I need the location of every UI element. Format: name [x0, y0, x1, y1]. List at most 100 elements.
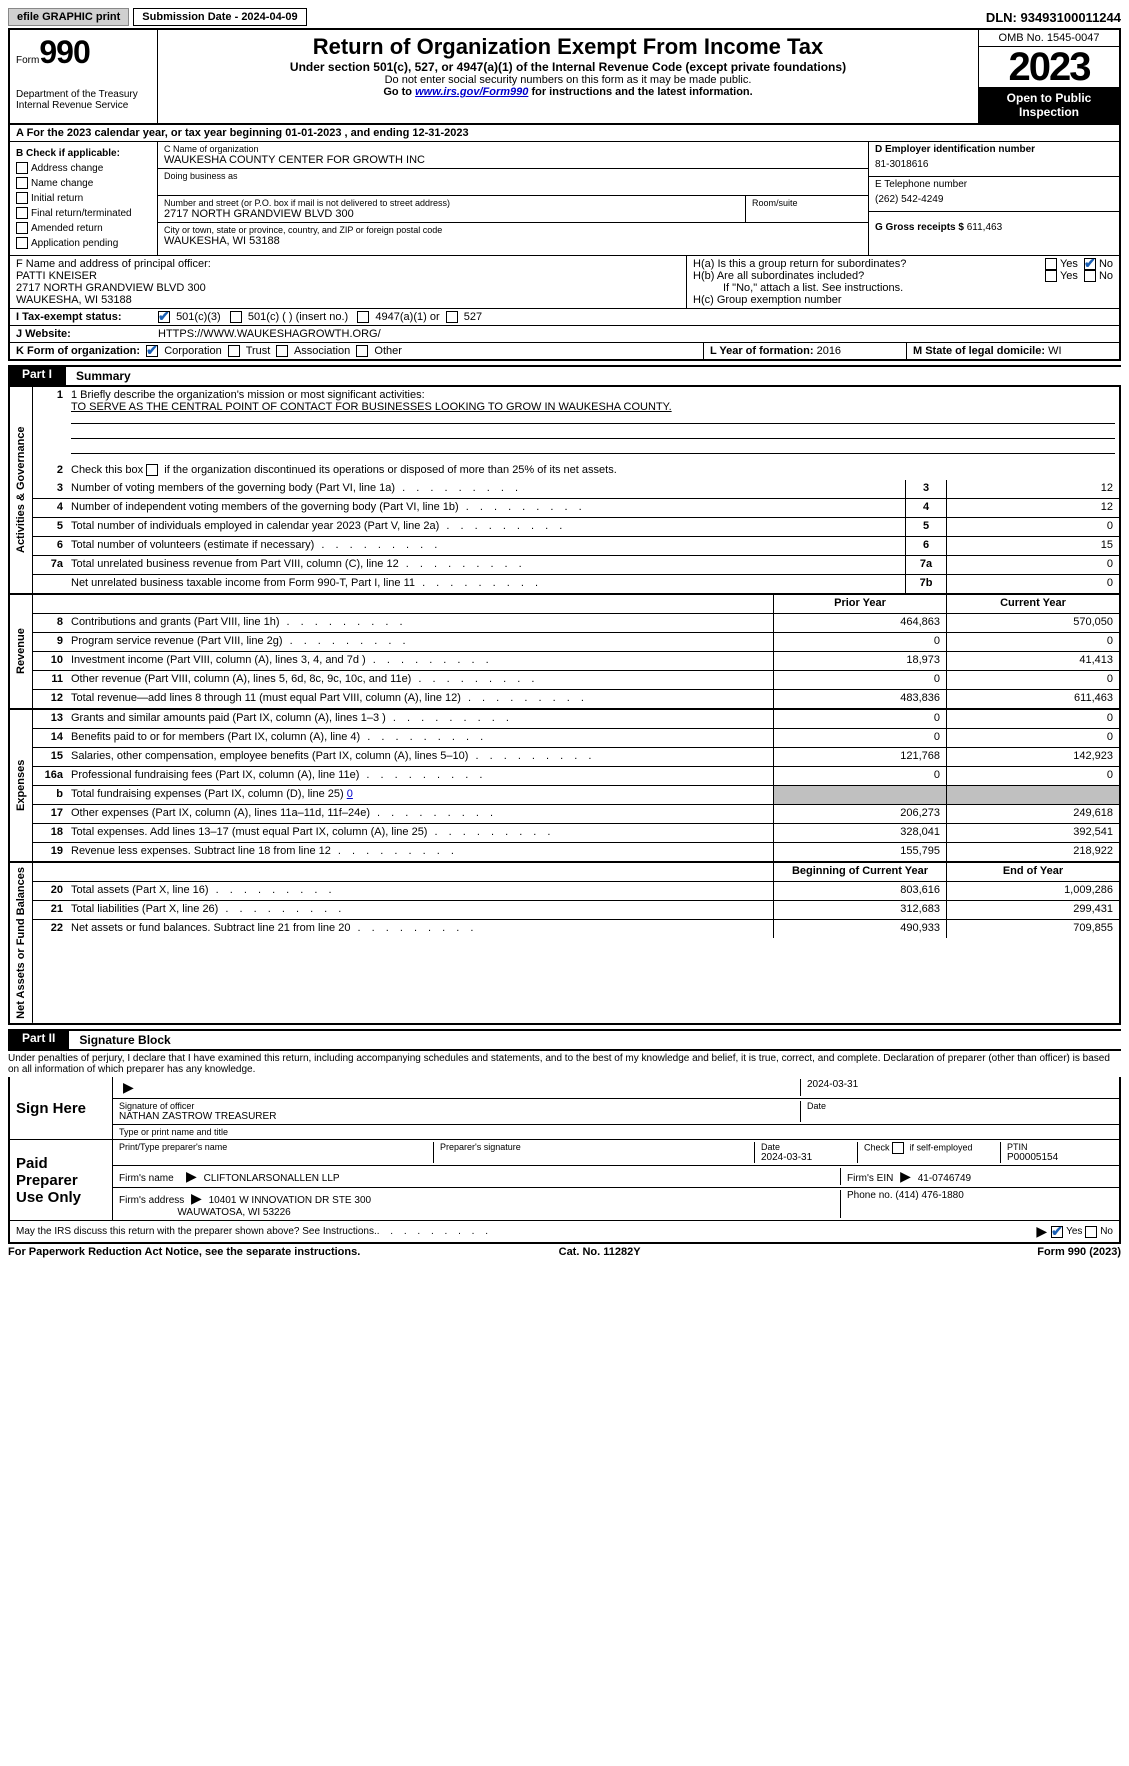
firm-addr2: WAUWATOSA, WI 53226: [177, 1207, 290, 1218]
table-row: 10Investment income (Part VIII, column (…: [33, 652, 1119, 671]
chk-application-pending[interactable]: [16, 237, 28, 249]
chk-assoc[interactable]: [276, 345, 288, 357]
chk-ha-no[interactable]: [1084, 258, 1096, 270]
arrow-icon: ▶: [191, 1190, 202, 1206]
footer-right-post: (2023): [1086, 1246, 1121, 1258]
chk-501c3[interactable]: [158, 311, 170, 323]
opt-4947: 4947(a)(1) or: [375, 311, 439, 323]
lbl-dba: Doing business as: [164, 171, 862, 181]
lbl-website: J Website:: [10, 326, 152, 342]
chk-discuss-yes[interactable]: [1051, 1226, 1063, 1238]
officer-addr2: WAUKESHA, WI 53188: [16, 294, 680, 306]
chk-4947[interactable]: [357, 311, 369, 323]
part-1-title: Summary: [66, 365, 1121, 387]
signature-block: Sign Here ▶ 2024-03-31 Signature of offi…: [8, 1077, 1121, 1244]
arrow-icon: ▶: [900, 1168, 911, 1184]
date-top: 2024-03-31: [807, 1079, 858, 1090]
col-end-year: End of Year: [946, 863, 1119, 881]
opt-assoc: Association: [294, 345, 350, 357]
street-address: 2717 NORTH GRANDVIEW BLVD 300: [164, 208, 739, 220]
discuss-question: May the IRS discuss this return with the…: [16, 1226, 377, 1237]
lbl-date: Date: [807, 1101, 1107, 1111]
footer-mid: Cat. No. 11282Y: [559, 1246, 641, 1258]
net-assets-section: Net Assets or Fund Balances Beginning of…: [8, 863, 1121, 1025]
efile-print-button[interactable]: efile GRAPHIC print: [8, 8, 129, 26]
org-name: WAUKESHA COUNTY CENTER FOR GROWTH INC: [164, 154, 862, 166]
chk-discuss-no[interactable]: [1085, 1226, 1097, 1238]
ptin-value: P00005154: [1007, 1152, 1107, 1163]
lbl-officer-sig: Signature of officer: [119, 1101, 794, 1111]
lbl-no: No: [1099, 258, 1113, 270]
lbl-city: City or town, state or province, country…: [164, 225, 862, 235]
irs-link[interactable]: www.irs.gov/Form990: [415, 86, 528, 98]
summary-table: Activities & Governance 1 1 Briefly desc…: [8, 387, 1121, 595]
lbl-application-pending: Application pending: [31, 238, 118, 249]
chk-527[interactable]: [446, 311, 458, 323]
table-row: 5Total number of individuals employed in…: [33, 518, 1119, 537]
col-current-year: Current Year: [946, 595, 1119, 613]
table-row: 18Total expenses. Add lines 13–17 (must …: [33, 824, 1119, 843]
chk-hb-yes[interactable]: [1045, 270, 1057, 282]
table-row: 20Total assets (Part X, line 16)803,6161…: [33, 882, 1119, 901]
form-subtitle: Under section 501(c), 527, or 4947(a)(1)…: [164, 60, 972, 74]
table-row: 8Contributions and grants (Part VIII, li…: [33, 614, 1119, 633]
chk-address-change[interactable]: [16, 162, 28, 174]
table-row: Net unrelated business taxable income fr…: [33, 575, 1119, 593]
part-2-header: Part II Signature Block: [8, 1029, 1121, 1051]
ein-value: 81-3018616: [875, 155, 1113, 174]
lbl-ein: D Employer identification number: [875, 144, 1113, 155]
opt-501c: 501(c) ( ) (insert no.): [248, 311, 348, 323]
prep-date: 2024-03-31: [761, 1152, 851, 1163]
lbl-street: Number and street (or P.O. box if mail i…: [164, 198, 739, 208]
lbl-self-emp: Check: [864, 1142, 892, 1152]
officer-group-info: F Name and address of principal officer:…: [8, 255, 1121, 308]
chk-name-change[interactable]: [16, 177, 28, 189]
perjury-statement: Under penalties of perjury, I declare th…: [8, 1051, 1121, 1077]
vlabel-expenses: Expenses: [10, 710, 33, 861]
ssn-note: Do not enter social security numbers on …: [164, 74, 972, 86]
chk-501c[interactable]: [230, 311, 242, 323]
lbl-self-emp2: if self-employed: [907, 1142, 973, 1152]
page-footer: For Paperwork Reduction Act Notice, see …: [8, 1244, 1121, 1258]
lbl-room: Room/suite: [752, 198, 862, 208]
officer-sig-name: NATHAN ZASTROW TREASURER: [119, 1111, 794, 1122]
firm-phone: (414) 476-1880: [895, 1190, 963, 1201]
lbl-firm-ein: Firm's EIN: [847, 1173, 893, 1184]
lbl-phone: E Telephone number: [875, 179, 1113, 190]
lbl-tax-exempt: I Tax-exempt status:: [10, 309, 152, 325]
arrow-icon: ▶: [1036, 1223, 1047, 1240]
lbl-type-name: Type or print name and title: [119, 1127, 1113, 1137]
lbl-ha: H(a) Is this a group return for subordin…: [693, 258, 1045, 270]
chk-discontinued[interactable]: [146, 464, 158, 476]
city-state-zip: WAUKESHA, WI 53188: [164, 235, 862, 247]
paid-preparer-label: Paid Preparer Use Only: [10, 1140, 113, 1220]
chk-self-employed[interactable]: [892, 1142, 904, 1154]
lbl-year-formation: L Year of formation:: [710, 345, 814, 357]
lbl-yes2: Yes: [1060, 270, 1078, 282]
lbl-no3: No: [1100, 1226, 1113, 1237]
chk-hb-no[interactable]: [1084, 270, 1096, 282]
table-row: 14Benefits paid to or for members (Part …: [33, 729, 1119, 748]
chk-ha-yes[interactable]: [1045, 258, 1057, 270]
arrow-icon: ▶: [123, 1079, 134, 1095]
lbl-no2: No: [1099, 270, 1113, 282]
chk-amended-return[interactable]: [16, 222, 28, 234]
chk-trust[interactable]: [228, 345, 240, 357]
gross-receipts: 611,463: [967, 222, 1002, 233]
hb-note: If "No," attach a list. See instructions…: [693, 282, 1113, 294]
firm-addr1: 10401 W INNOVATION DR STE 300: [209, 1195, 371, 1206]
lbl-hb: H(b) Are all subordinates included?: [693, 270, 1045, 282]
chk-initial-return[interactable]: [16, 192, 28, 204]
chk-corp[interactable]: [146, 345, 158, 357]
footer-right-bold: 990: [1068, 1246, 1086, 1258]
lbl-state-domicile: M State of legal domicile:: [913, 345, 1045, 357]
table-row: 11Other revenue (Part VIII, column (A), …: [33, 671, 1119, 690]
officer-addr1: 2717 NORTH GRANDVIEW BLVD 300: [16, 282, 680, 294]
form-word: Form: [16, 55, 39, 66]
chk-final-return[interactable]: [16, 207, 28, 219]
vlabel-governance: Activities & Governance: [10, 387, 33, 593]
table-row: 3Number of voting members of the governi…: [33, 480, 1119, 499]
part-2-tag: Part II: [8, 1029, 69, 1051]
goto-post: for instructions and the latest informat…: [528, 86, 752, 98]
chk-other[interactable]: [356, 345, 368, 357]
